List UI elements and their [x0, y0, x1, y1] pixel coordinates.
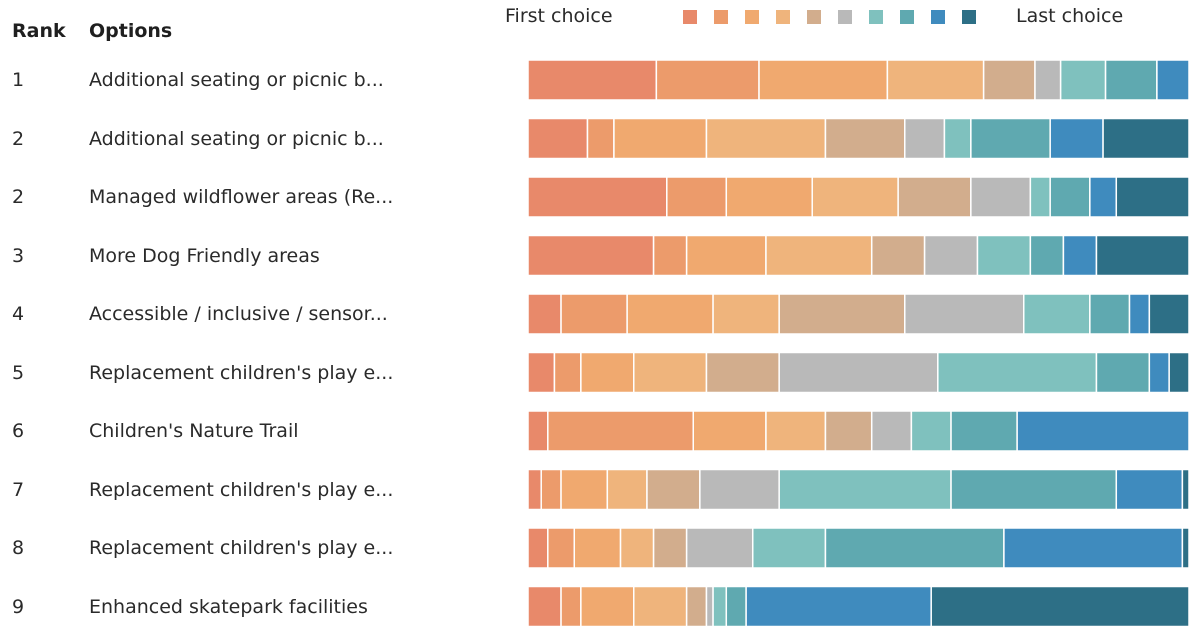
bar-segment-row8-2 [541, 470, 561, 510]
bar-segment-row10-3 [581, 587, 634, 627]
bar-segment-row8-5 [647, 470, 700, 510]
bar-segment-row4-2 [654, 236, 687, 276]
bar-segment-row6-1 [528, 353, 554, 393]
bar-segment-row6-2 [554, 353, 580, 393]
bar-segment-row1-5 [984, 60, 1035, 100]
bar-segment-row3-7 [1030, 177, 1050, 217]
bar-segment-row4-9 [1063, 236, 1096, 276]
bar-segment-row2-3 [614, 119, 707, 159]
bar-segment-row7-2 [548, 411, 693, 451]
bar-segment-row9-4 [621, 528, 654, 568]
bar-segment-row7-4 [766, 411, 825, 451]
bar-segment-row8-1 [528, 470, 541, 510]
bar-segment-row6-8 [1096, 353, 1149, 393]
bar-segment-row7-9 [1017, 411, 1189, 451]
bar-segment-row1-7 [1061, 60, 1106, 100]
bar-segment-row10-10 [931, 587, 1189, 627]
bar-segment-row10-1 [528, 587, 561, 627]
bar-segment-row3-3 [726, 177, 812, 217]
bar-segment-row5-8 [1090, 294, 1130, 334]
bar-segment-row8-3 [561, 470, 607, 510]
bar-segment-row6-4 [634, 353, 707, 393]
bar-segment-row10-9 [746, 587, 931, 627]
bar-segment-row8-6 [700, 470, 779, 510]
bar-segment-row8-10 [1182, 470, 1189, 510]
bar-segment-row2-4 [706, 119, 825, 159]
bar-segment-row8-8 [951, 470, 1116, 510]
bar-segment-row3-2 [667, 177, 726, 217]
bar-segment-row1-2 [656, 60, 759, 100]
bar-segment-row5-4 [713, 294, 779, 334]
bar-segment-row9-5 [654, 528, 687, 568]
bar-segment-row2-5 [825, 119, 904, 159]
bar-segment-row7-1 [528, 411, 548, 451]
bar-segment-row8-4 [607, 470, 647, 510]
bar-segment-row2-9 [1050, 119, 1103, 159]
bar-segment-row2-8 [971, 119, 1050, 159]
bar-segment-row6-9 [1149, 353, 1169, 393]
bar-segment-row1-1 [528, 60, 656, 100]
bar-segment-row10-7 [713, 587, 726, 627]
bar-segment-row4-1 [528, 236, 654, 276]
bar-segment-row3-9 [1090, 177, 1116, 217]
bar-segment-row5-5 [779, 294, 905, 334]
bar-segment-row7-3 [693, 411, 766, 451]
bar-segment-row1-4 [887, 60, 983, 100]
bar-segment-row1-3 [759, 60, 887, 100]
bar-segment-row10-2 [561, 587, 581, 627]
bar-segment-row5-2 [561, 294, 627, 334]
bar-segment-row6-6 [779, 353, 938, 393]
bar-segment-row7-7 [911, 411, 951, 451]
bar-segment-row6-10 [1169, 353, 1189, 393]
bar-segment-row6-3 [581, 353, 634, 393]
bar-segment-row2-7 [944, 119, 970, 159]
bar-segment-row2-6 [905, 119, 945, 159]
bar-segment-row4-7 [977, 236, 1030, 276]
bar-segment-row9-2 [548, 528, 574, 568]
bar-segment-row8-7 [779, 470, 951, 510]
bar-segment-row4-3 [687, 236, 766, 276]
bar-segment-row10-6 [706, 587, 713, 627]
bar-segment-row2-2 [587, 119, 613, 159]
bar-segment-row3-10 [1116, 177, 1189, 217]
bar-segment-row4-10 [1096, 236, 1189, 276]
bar-segment-row7-6 [872, 411, 912, 451]
bar-segment-row7-5 [825, 411, 871, 451]
bar-segment-row9-10 [1182, 528, 1189, 568]
bar-segment-row1-6 [1035, 60, 1061, 100]
bar-segment-row7-8 [951, 411, 1017, 451]
bar-segment-row4-8 [1030, 236, 1063, 276]
bar-segment-row6-5 [706, 353, 779, 393]
bar-segment-row5-1 [528, 294, 561, 334]
bar-segment-row1-8 [1106, 60, 1157, 100]
bar-segment-row9-7 [753, 528, 826, 568]
bar-segment-row4-5 [872, 236, 925, 276]
bar-segment-row5-10 [1149, 294, 1189, 334]
bar-segment-row1-9 [1157, 60, 1189, 100]
bar-segment-row9-3 [574, 528, 620, 568]
bar-segment-row3-8 [1050, 177, 1090, 217]
bar-segment-row4-6 [925, 236, 978, 276]
bar-segment-row5-9 [1130, 294, 1150, 334]
bar-segment-row2-10 [1103, 119, 1189, 159]
bar-segment-row5-6 [905, 294, 1024, 334]
bar-segment-row9-9 [1004, 528, 1182, 568]
bar-segment-row8-9 [1116, 470, 1182, 510]
bar-segment-row5-3 [627, 294, 713, 334]
bar-segment-row6-7 [938, 353, 1097, 393]
bar-segment-row10-4 [634, 587, 687, 627]
bar-segment-row4-4 [766, 236, 872, 276]
bar-segment-row3-6 [971, 177, 1030, 217]
bar-segment-row10-5 [687, 587, 707, 627]
bar-segment-row9-1 [528, 528, 548, 568]
bar-segment-row5-7 [1024, 294, 1090, 334]
bar-segment-row3-4 [812, 177, 898, 217]
bar-segment-row9-8 [825, 528, 1003, 568]
bar-segment-row3-1 [528, 177, 667, 217]
bar-segment-row2-1 [528, 119, 587, 159]
bar-segment-row10-8 [726, 587, 746, 627]
bar-segment-row9-6 [687, 528, 753, 568]
bar-segment-row3-5 [898, 177, 971, 217]
